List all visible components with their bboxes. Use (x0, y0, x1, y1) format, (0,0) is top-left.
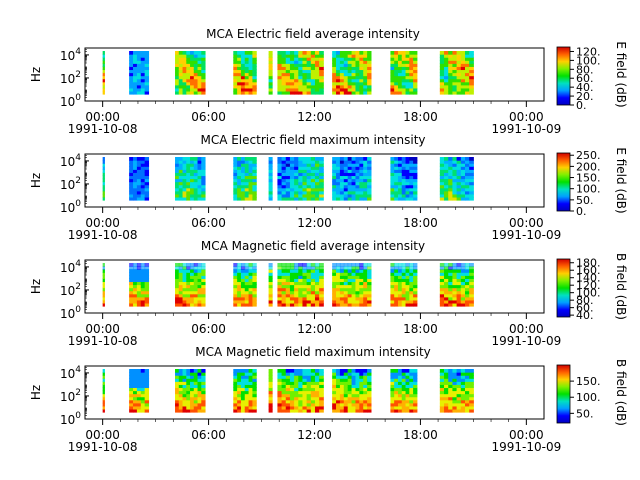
colorbar-tick-label: 50. (576, 407, 594, 420)
date-start-label: 1991-10-08 (68, 228, 138, 242)
x-tick-label: 18:00 (403, 322, 438, 336)
x-tick-label: 12:00 (297, 110, 332, 124)
colorbar-tick-label: 20. (576, 90, 594, 103)
y-axis-label: Hz (29, 173, 43, 188)
colorbar (556, 364, 571, 424)
spectrogram-panel-3: MCA Magnetic field average intensity 100 1… (29, 239, 628, 348)
date-end-label: 1991-10-09 (491, 334, 561, 348)
colorbar-tick-label: 100. (576, 287, 601, 300)
y-tick-label: 100 (60, 199, 81, 215)
colorbar-tick-label: 180. (576, 257, 601, 270)
panel-title: MCA Magnetic field average intensity (201, 239, 425, 253)
y-tick-label: 104 (60, 47, 81, 63)
y-axis-label: Hz (29, 279, 43, 294)
x-tick-label: 00:00 (85, 428, 120, 442)
colorbar-label: B field (dB) (614, 359, 628, 426)
colorbar-tick-label: 160. (576, 264, 601, 277)
colorbar-tick-label: 80. (576, 294, 594, 307)
colorbar (556, 152, 571, 212)
colorbar-tick-label: 0. (576, 205, 587, 218)
x-tick-label: 00:00 (509, 322, 544, 336)
x-tick-label: 00:00 (509, 110, 544, 124)
date-start-label: 1991-10-08 (68, 122, 138, 136)
spectrogram-cells (102, 369, 474, 413)
colorbar-tick-label: 50. (576, 194, 594, 207)
y-axis-label: Hz (29, 67, 43, 82)
x-tick-label: 00:00 (85, 216, 120, 230)
colorbar-tick-label: 150. (576, 375, 601, 388)
colorbar (556, 258, 571, 318)
x-tick-label: 18:00 (403, 110, 438, 124)
colorbar-tick-label: 0. (576, 99, 587, 112)
y-tick-label: 102 (60, 70, 81, 86)
colorbar-tick-label: 120. (576, 279, 601, 292)
y-tick-label: 102 (60, 282, 81, 298)
colorbar-tick-label: 60. (576, 72, 594, 85)
x-tick-label: 12:00 (297, 322, 332, 336)
y-tick-label: 100 (60, 93, 81, 109)
colorbar-tick-label: 100. (576, 183, 601, 196)
x-tick-label: 18:00 (403, 216, 438, 230)
y-tick-label: 104 (60, 365, 81, 381)
panel-title: MCA Magnetic field maximum intensity (195, 345, 431, 359)
y-tick-label: 104 (60, 259, 81, 275)
x-tick-label: 06:00 (191, 428, 226, 442)
date-end-label: 1991-10-09 (491, 122, 561, 136)
x-tick-label: 00:00 (509, 216, 544, 230)
colorbar-tick-label: 100. (576, 54, 601, 67)
colorbar-tick-label: 250. (576, 149, 601, 162)
colorbar-tick-label: 40. (576, 309, 594, 322)
x-tick-label: 06:00 (191, 322, 226, 336)
x-tick-label: 06:00 (191, 110, 226, 124)
x-tick-label: 00:00 (85, 322, 120, 336)
colorbar-tick-label: 140. (576, 272, 601, 285)
y-tick-label: 102 (60, 176, 81, 192)
y-tick-label: 104 (60, 153, 81, 169)
colorbar-tick-label: 100. (576, 391, 601, 404)
panel-title: MCA Electric field maximum intensity (200, 133, 425, 147)
colorbar-label: E field (dB) (614, 147, 628, 213)
date-end-label: 1991-10-09 (491, 228, 561, 242)
x-tick-label: 18:00 (403, 428, 438, 442)
date-end-label: 1991-10-09 (491, 440, 561, 454)
x-tick-label: 12:00 (297, 216, 332, 230)
y-tick-label: 100 (60, 305, 81, 321)
colorbar-tick-label: 80. (576, 63, 594, 76)
x-tick-label: 00:00 (509, 428, 544, 442)
spectrogram-cells (102, 51, 474, 95)
y-tick-label: 100 (60, 411, 81, 427)
spectrogram-cells (102, 263, 474, 307)
spectrogram-panel-4: MCA Magnetic field maximum intensity 100 1… (29, 345, 628, 454)
colorbar-label: B field (dB) (614, 253, 628, 320)
colorbar-tick-label: 120. (576, 45, 601, 58)
colorbar-tick-label: 150. (576, 172, 601, 185)
colorbar-tick-label: 60. (576, 302, 594, 315)
y-axis-label: Hz (29, 385, 43, 400)
panel-title: MCA Electric field average intensity (206, 27, 420, 41)
x-tick-label: 12:00 (297, 428, 332, 442)
x-tick-label: 00:00 (85, 110, 120, 124)
spectrogram-panel-1: MCA Electric field average intensity 100 1… (29, 27, 628, 136)
spectrogram-panel-2: MCA Electric field maximum intensity 100 1… (29, 133, 628, 242)
date-start-label: 1991-10-08 (68, 334, 138, 348)
colorbar-label: E field (dB) (614, 41, 628, 107)
y-tick-label: 102 (60, 388, 81, 404)
date-start-label: 1991-10-08 (68, 440, 138, 454)
colorbar (556, 46, 571, 106)
x-tick-label: 06:00 (191, 216, 226, 230)
colorbar-tick-label: 40. (576, 81, 594, 94)
spectrogram-cells (102, 157, 474, 201)
colorbar-tick-label: 200. (576, 160, 601, 173)
